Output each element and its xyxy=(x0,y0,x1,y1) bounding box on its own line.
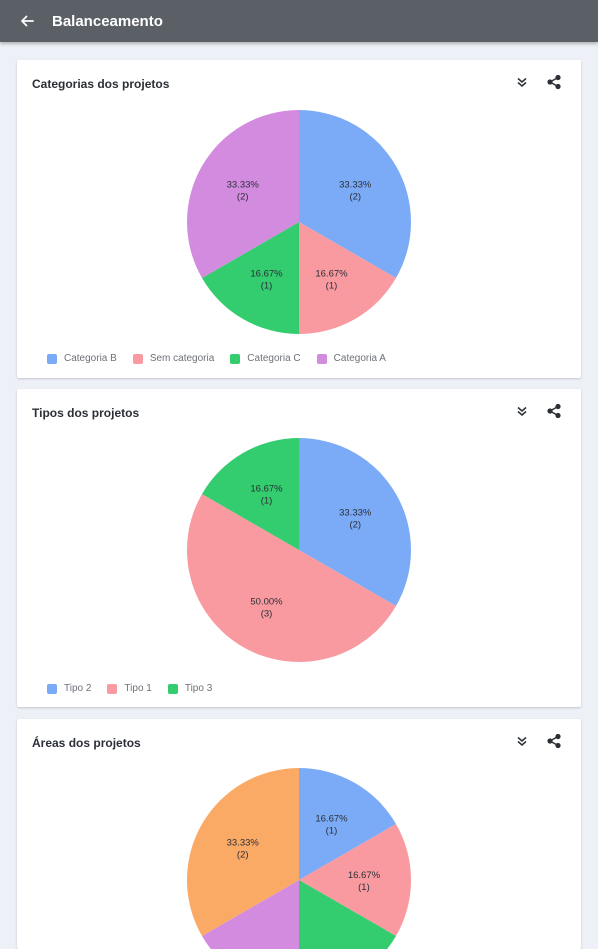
legend: Tipo 2 Tipo 1 Tipo 3 xyxy=(47,683,212,694)
slice-count-label: (1) xyxy=(326,280,338,291)
slice-count-label: (1) xyxy=(358,882,370,893)
legend-item[interactable]: Tipo 2 xyxy=(47,683,91,694)
slice-percent-label: 16.67% xyxy=(315,268,348,279)
pie-slice[interactable] xyxy=(299,768,396,880)
legend-swatch xyxy=(107,683,118,694)
pie-slice[interactable] xyxy=(187,110,299,278)
double-chevron-down-icon xyxy=(517,406,527,416)
legend-swatch xyxy=(230,353,241,364)
slice-count-label: (2) xyxy=(237,192,249,203)
legend-label: Tipo 1 xyxy=(124,683,152,694)
legend-item[interactable]: Categoria C xyxy=(230,353,301,364)
slice-percent-label: 50.00% xyxy=(250,596,283,607)
card-title: Categorias dos projetos xyxy=(32,77,170,91)
page-title: Balanceamento xyxy=(52,12,163,30)
pie-slice[interactable] xyxy=(202,222,299,334)
legend-label: Categoria C xyxy=(247,353,301,364)
card-title: Áreas dos projetos xyxy=(32,736,141,750)
legend-item[interactable]: Categoria A xyxy=(316,353,386,364)
collapse-button[interactable] xyxy=(513,732,531,750)
legend-swatch xyxy=(167,683,178,694)
pie-slice[interactable] xyxy=(299,222,396,334)
pie-slice[interactable] xyxy=(299,110,411,278)
legend-label: Tipo 2 xyxy=(64,683,92,694)
legend-label: Tipo 3 xyxy=(184,683,213,694)
chart-card-tipos: Tipos dos projetos 33.33% (2) 50.00% (3) 16.… xyxy=(17,389,581,707)
legend-item[interactable]: Tipo 3 xyxy=(167,683,213,694)
slice-count-label: (2) xyxy=(237,850,249,861)
card-title: Tipos dos projetos xyxy=(32,406,140,420)
slice-percent-label: 16.67% xyxy=(250,268,283,279)
chart-card-categorias: Categorias dos projetos 33.33% (2) 16.67%(… xyxy=(17,60,581,378)
share-button[interactable] xyxy=(545,402,563,420)
slice-count-label: (3) xyxy=(261,608,273,619)
pie-slice[interactable] xyxy=(187,768,299,936)
slice-count-label: (1) xyxy=(326,826,338,837)
slice-percent-label: 16.67% xyxy=(348,870,381,881)
pie-slice[interactable] xyxy=(202,438,299,550)
slice-percent-label: 16.67% xyxy=(250,484,283,495)
chart-card-areas: Áreas dos projetos 16.67% (1) 16.67% (1) 33.… xyxy=(17,719,581,949)
slice-percent-label: 33.33% xyxy=(339,180,372,191)
slice-count-label: (1) xyxy=(261,280,273,291)
slice-percent-label: 16.67% xyxy=(315,814,348,825)
legend-item[interactable]: Tipo 1 xyxy=(107,683,152,694)
share-button[interactable] xyxy=(545,732,563,750)
arrow-left-icon xyxy=(21,15,34,27)
share-icon xyxy=(547,733,561,749)
collapse-button[interactable] xyxy=(513,73,531,91)
share-button[interactable] xyxy=(545,73,563,91)
slice-percent-label: 33.33% xyxy=(227,180,260,191)
collapse-button[interactable] xyxy=(513,402,531,420)
slice-count-label: (2) xyxy=(349,520,361,531)
pie-chart: 16.67%(1)16.67%(1)33.33%(2) xyxy=(187,768,411,949)
legend-label: Categoria B xyxy=(64,353,117,364)
pie-slice[interactable] xyxy=(187,494,396,662)
slice-count-label: (1) xyxy=(261,496,273,507)
legend-swatch xyxy=(47,353,57,364)
legend-label: Categoria A xyxy=(333,353,386,364)
app-bar: Balanceamento xyxy=(0,0,598,42)
slice-count-label: (2) xyxy=(349,192,361,203)
pie-slice[interactable] xyxy=(299,438,411,606)
double-chevron-down-icon xyxy=(517,77,527,87)
legend-swatch xyxy=(132,353,143,364)
slice-percent-label: 33.33% xyxy=(227,838,260,849)
legend-swatch xyxy=(316,353,327,364)
share-icon xyxy=(547,74,561,90)
double-chevron-down-icon xyxy=(517,736,527,746)
legend-item[interactable]: Sem categoria xyxy=(132,353,215,364)
slice-percent-label: 33.33% xyxy=(339,508,372,519)
pie-chart: 33.33%(2)16.67%(1)16.67%(1)33.33%(2) xyxy=(187,110,411,334)
legend-label: Sem categoria xyxy=(149,353,215,364)
legend-swatch xyxy=(47,683,57,694)
legend: Categoria B Sem categoria Categoria C Ca… xyxy=(47,353,386,364)
pie-chart: 33.33%(2) 50.00%(3) 16.67%(1) xyxy=(187,438,411,662)
legend-item[interactable]: Categoria B xyxy=(47,353,117,364)
back-button[interactable] xyxy=(6,0,48,42)
share-icon xyxy=(547,403,561,419)
